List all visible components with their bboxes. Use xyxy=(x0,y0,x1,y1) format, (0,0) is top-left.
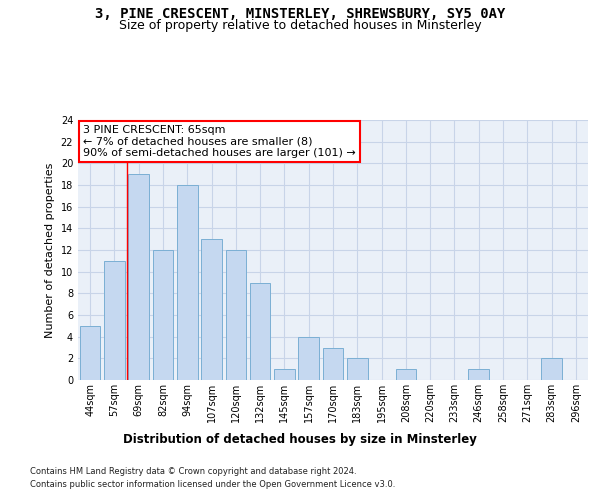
Bar xyxy=(226,250,246,380)
Bar xyxy=(177,185,197,380)
Bar xyxy=(347,358,368,380)
Bar xyxy=(395,369,416,380)
Bar xyxy=(298,336,319,380)
Y-axis label: Number of detached properties: Number of detached properties xyxy=(45,162,55,338)
Text: Contains HM Land Registry data © Crown copyright and database right 2024.: Contains HM Land Registry data © Crown c… xyxy=(30,468,356,476)
Text: Size of property relative to detached houses in Minsterley: Size of property relative to detached ho… xyxy=(119,19,481,32)
Bar xyxy=(152,250,173,380)
Text: Distribution of detached houses by size in Minsterley: Distribution of detached houses by size … xyxy=(123,432,477,446)
Text: Contains public sector information licensed under the Open Government Licence v3: Contains public sector information licen… xyxy=(30,480,395,489)
Bar xyxy=(323,348,343,380)
Text: 3, PINE CRESCENT, MINSTERLEY, SHREWSBURY, SY5 0AY: 3, PINE CRESCENT, MINSTERLEY, SHREWSBURY… xyxy=(95,8,505,22)
Bar xyxy=(201,239,222,380)
Bar xyxy=(104,261,125,380)
Bar xyxy=(274,369,295,380)
Bar xyxy=(80,326,100,380)
Bar xyxy=(469,369,489,380)
Bar xyxy=(128,174,149,380)
Bar xyxy=(541,358,562,380)
Text: 3 PINE CRESCENT: 65sqm
← 7% of detached houses are smaller (8)
90% of semi-detac: 3 PINE CRESCENT: 65sqm ← 7% of detached … xyxy=(83,125,356,158)
Bar xyxy=(250,282,271,380)
